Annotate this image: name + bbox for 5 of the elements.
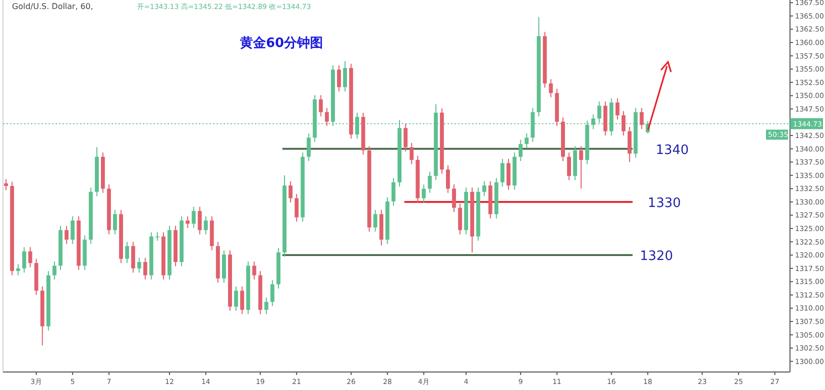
ref-line-label: 1330 [648, 196, 681, 211]
ref-line-label: 1340 [656, 142, 689, 158]
annotation: Gold/U.S. Dollar, 60, [12, 2, 94, 11]
ref-line-label: 1320 [640, 249, 673, 264]
text: 黄金60分钟图 [239, 36, 324, 51]
